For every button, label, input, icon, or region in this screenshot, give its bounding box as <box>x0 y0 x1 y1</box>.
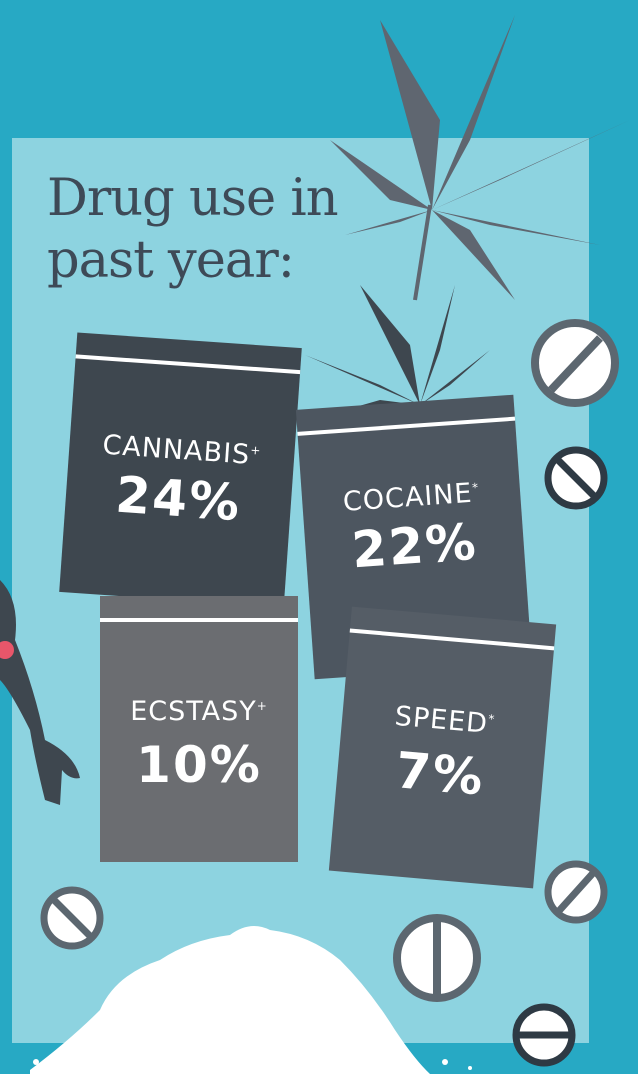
drug-percentage: 24% <box>113 465 244 533</box>
page-title: Drug use in past year: <box>47 168 339 292</box>
bag-label: SPEED* <box>341 696 548 745</box>
ecstasy-bag: ECSTASY+ 10% <box>100 596 298 862</box>
footnote-mark: + <box>256 699 268 713</box>
bag-seal <box>349 628 555 651</box>
cannabis-leaf-icon <box>305 285 500 410</box>
bag-label: ECSTASY+ <box>100 696 298 727</box>
drug-name: ECSTASY <box>130 696 257 727</box>
pill-icon <box>40 886 104 950</box>
drug-name: SPEED <box>393 700 490 740</box>
footnote-mark: + <box>249 442 262 458</box>
title-line-2: past year: <box>47 231 295 290</box>
pill-icon <box>393 914 481 1002</box>
person-arm-icon <box>0 580 80 805</box>
bag-seal <box>100 618 298 622</box>
pill-icon <box>531 319 619 407</box>
footnote-mark: * <box>487 711 496 727</box>
speed-bag: SPEED* 7% <box>328 606 557 889</box>
drug-percentage: 7% <box>393 741 487 807</box>
drug-percentage: 10% <box>136 736 262 794</box>
pill-icon <box>544 860 608 924</box>
drug-name: COCAINE <box>342 477 474 518</box>
title-line-1: Drug use in <box>47 169 339 228</box>
pill-icon <box>544 446 608 510</box>
cannabis-bag: CANNABIS+ 24% <box>59 332 302 608</box>
cannabis-leaf-icon <box>330 15 630 301</box>
bag-seal <box>297 416 516 436</box>
powder-pile-icon <box>30 926 472 1074</box>
bag-seal <box>75 354 301 375</box>
pill-icon <box>512 1003 576 1067</box>
footnote-mark: * <box>471 480 480 495</box>
drug-percentage: 22% <box>349 512 480 580</box>
drug-name: CANNABIS <box>101 429 252 471</box>
